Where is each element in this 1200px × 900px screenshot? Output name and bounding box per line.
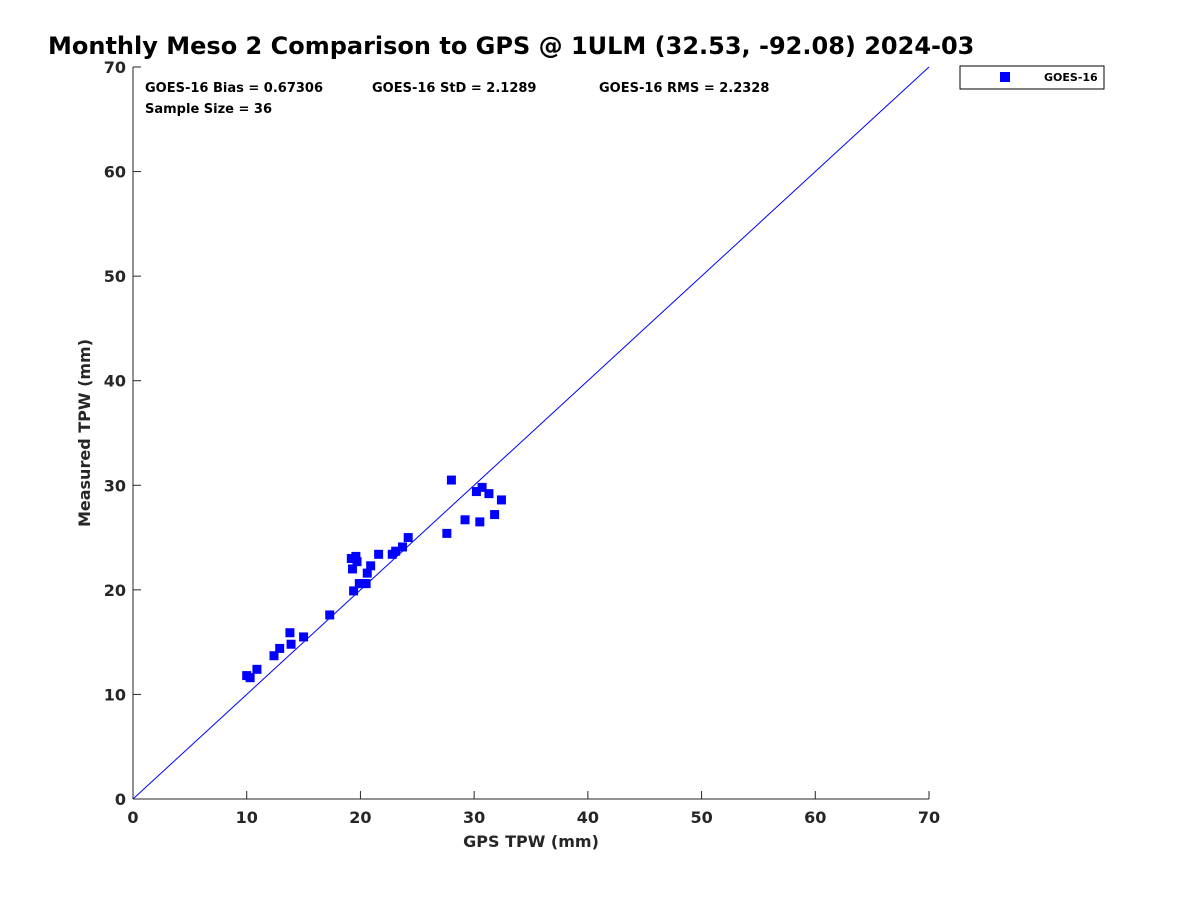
data-point xyxy=(351,551,361,561)
y-tick-label: 10 xyxy=(104,685,126,704)
data-point xyxy=(269,651,279,661)
x-tick-label: 20 xyxy=(349,808,371,827)
data-point xyxy=(347,564,357,574)
y-axis-label: Measured TPW (mm) xyxy=(75,339,94,527)
data-point xyxy=(490,510,500,520)
y-tick-label: 20 xyxy=(104,581,126,600)
data-point xyxy=(346,553,356,563)
data-point xyxy=(496,495,506,505)
data-point xyxy=(245,673,255,683)
data-point xyxy=(252,664,262,674)
chart-title: Monthly Meso 2 Comparison to GPS @ 1ULM … xyxy=(48,32,974,60)
scatter-points xyxy=(242,475,506,683)
data-point xyxy=(366,561,376,571)
y-tick-label: 30 xyxy=(104,476,126,495)
data-point xyxy=(285,628,295,638)
data-point xyxy=(286,639,296,649)
data-point xyxy=(398,542,408,552)
sample-size-stat: Sample Size = 36 xyxy=(145,102,272,117)
one-to-one-line xyxy=(132,66,930,800)
x-tick-label: 70 xyxy=(918,808,940,827)
legend-box xyxy=(959,65,1105,90)
y-tick-label: 50 xyxy=(104,267,126,286)
std-stat: GOES-16 StD = 2.1289 xyxy=(372,81,536,96)
data-point xyxy=(299,632,309,642)
rms-stat: GOES-16 RMS = 2.2328 xyxy=(599,81,769,96)
legend: GOES-16 xyxy=(959,65,1105,90)
x-tick-label: 60 xyxy=(804,808,826,827)
data-point xyxy=(391,546,401,556)
x-tick-label: 30 xyxy=(463,808,485,827)
data-point xyxy=(477,482,487,492)
data-point xyxy=(349,586,359,596)
legend-marker xyxy=(1000,72,1010,82)
data-point xyxy=(484,489,494,499)
x-axis-label: GPS TPW (mm) xyxy=(463,832,599,851)
reference-line-group xyxy=(132,66,930,800)
y-tick-label: 40 xyxy=(104,372,126,391)
x-tick-label: 40 xyxy=(577,808,599,827)
data-point xyxy=(403,533,413,543)
data-point xyxy=(352,557,362,567)
data-point xyxy=(325,610,335,620)
axes: 0 10 20 30 40 50 60 70 0 10 20 30 40 50 60 70 xyxy=(104,58,940,827)
x-tick-label: 0 xyxy=(127,808,138,827)
data-point xyxy=(362,568,372,578)
y-tick-label: 70 xyxy=(104,58,126,77)
data-point xyxy=(275,643,285,653)
data-point xyxy=(475,517,485,527)
y-tick-label: 60 xyxy=(104,163,126,182)
data-point xyxy=(460,515,470,525)
legend-label: GOES-16 xyxy=(1044,71,1098,84)
x-tick-label: 10 xyxy=(236,808,258,827)
data-point xyxy=(442,528,452,538)
x-tick-label: 50 xyxy=(690,808,712,827)
data-point xyxy=(446,475,456,485)
y-tick-label: 0 xyxy=(115,790,126,809)
data-point xyxy=(361,579,371,589)
bias-stat: GOES-16 Bias = 0.67306 xyxy=(145,81,323,96)
data-point xyxy=(471,487,481,497)
data-point xyxy=(374,549,384,559)
